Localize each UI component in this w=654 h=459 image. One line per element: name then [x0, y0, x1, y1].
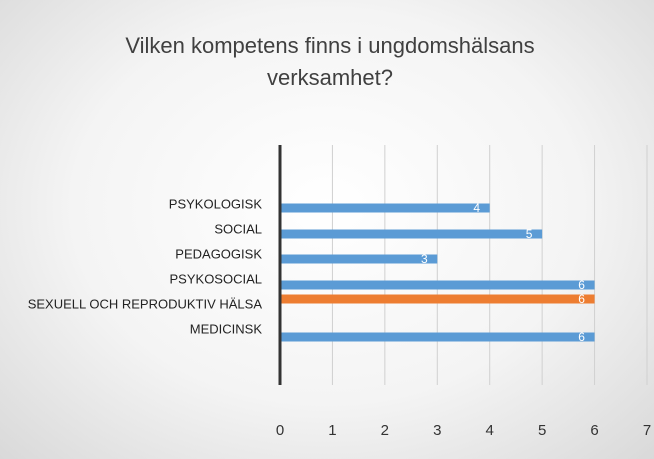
x-tick-label: 0 — [276, 422, 284, 439]
data-label: 3 — [421, 252, 428, 266]
y-tick-label: PSYKOLOGISK — [169, 196, 263, 211]
bar — [280, 254, 438, 264]
data-label: 5 — [526, 227, 533, 241]
y-tick-label: SEXUELL OCH REPRODUKTIV HÄLSA — [28, 296, 263, 311]
y-tick-label: SOCIAL — [214, 221, 262, 236]
x-tick-label: 4 — [486, 422, 494, 439]
data-label: 6 — [578, 292, 585, 306]
data-label: 4 — [473, 201, 480, 215]
x-tick-label: 7 — [643, 422, 651, 439]
bar — [280, 203, 490, 213]
bar — [280, 280, 595, 290]
y-tick-label: MEDICINSK — [190, 321, 263, 336]
x-tick-label: 3 — [433, 422, 441, 439]
data-label: 6 — [578, 278, 585, 292]
bar — [280, 229, 543, 239]
x-tick-label: 2 — [381, 422, 389, 439]
x-tick-label: 1 — [328, 422, 336, 439]
bar — [280, 332, 595, 342]
bar — [280, 294, 595, 304]
data-label: 6 — [578, 330, 585, 344]
y-tick-label: PEDAGOGISK — [175, 246, 262, 261]
x-tick-label: 6 — [590, 422, 598, 439]
chart-title: Vilken kompetens finns i ungdomshälsans … — [125, 33, 535, 90]
x-tick-label: 5 — [538, 422, 546, 439]
y-tick-label: PSYKOSOCIAL — [170, 271, 262, 286]
